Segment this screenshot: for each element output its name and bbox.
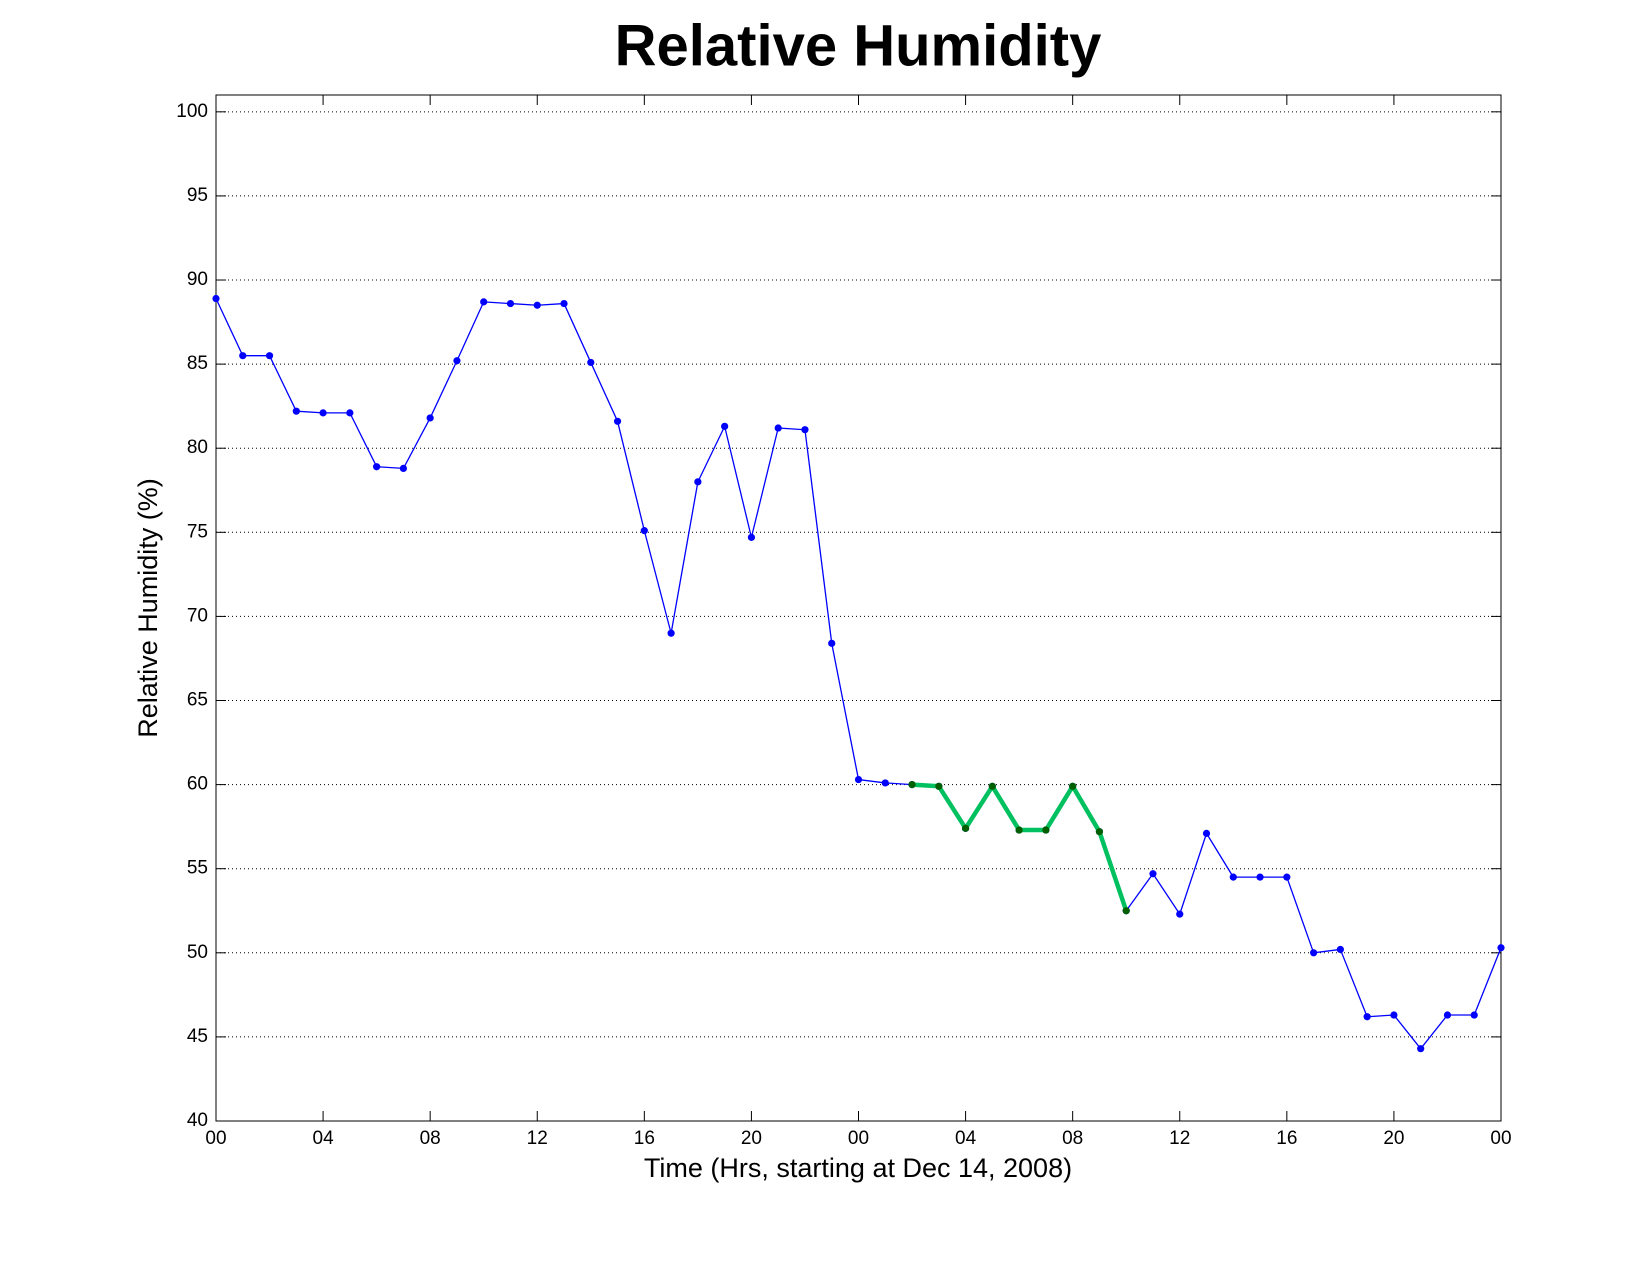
data-point [1176, 910, 1184, 918]
data-point [373, 463, 381, 471]
data-point [587, 358, 595, 367]
data-point [319, 409, 327, 417]
data-point [292, 407, 300, 415]
data-point [1229, 873, 1237, 881]
data-point [506, 299, 515, 308]
y-tick-label: 85 [187, 353, 208, 374]
data-point [828, 639, 836, 647]
data-point [1390, 1011, 1398, 1019]
y-tick-label: 55 [187, 858, 208, 879]
data-point [1122, 907, 1130, 915]
data-point [694, 478, 702, 486]
data-point [265, 352, 274, 360]
data-point [1069, 782, 1077, 790]
data-point [908, 781, 916, 789]
data-point [721, 422, 729, 430]
data-point [613, 417, 622, 425]
x-tick-label: 08 [1062, 1128, 1083, 1149]
x-tick-label: 20 [1383, 1128, 1404, 1149]
data-point [1095, 828, 1104, 836]
data-point [961, 824, 970, 832]
data-point [1417, 1045, 1425, 1053]
data-point [1202, 829, 1211, 837]
x-tick-label: 12 [527, 1128, 548, 1149]
series-line [911, 782, 1129, 912]
x-tick-label: 20 [741, 1128, 762, 1149]
data-point [212, 294, 220, 303]
data-point [667, 629, 675, 637]
y-tick-label: 80 [187, 437, 208, 458]
data-point [1149, 870, 1157, 878]
data-point [560, 299, 568, 308]
x-tick-label: 04 [955, 1128, 977, 1149]
x-axis-label: Time (Hrs, starting at Dec 14, 2008) [644, 1153, 1072, 1183]
data-point [1256, 873, 1264, 881]
data-point [1283, 873, 1291, 881]
data-point [239, 352, 247, 360]
y-tick-label: 40 [187, 1110, 208, 1131]
y-tick-label: 100 [176, 101, 208, 122]
data-point [1497, 944, 1505, 952]
data-point [1336, 945, 1344, 954]
data-point [854, 775, 863, 784]
data-point [1363, 1013, 1371, 1021]
data-point [533, 301, 541, 309]
y-tick-label: 50 [187, 942, 208, 963]
x-tick-label: 16 [1276, 1128, 1297, 1149]
y-axis-label: Relative Humidity (%) [133, 478, 163, 738]
data-point [1042, 826, 1050, 834]
data-point [881, 779, 889, 787]
plot-frame [215, 94, 1502, 1122]
x-tick-label: 00 [205, 1128, 226, 1149]
chart-title: Relative Humidity [615, 13, 1102, 78]
x-tick-label: 04 [313, 1128, 335, 1149]
x-tick-label: 16 [634, 1128, 655, 1149]
data-point [453, 357, 461, 365]
data-point [1310, 949, 1318, 957]
y-tick-label: 95 [187, 185, 208, 206]
data-point [1015, 826, 1023, 834]
data-point [1470, 1011, 1478, 1019]
data-point [747, 533, 756, 541]
data-point [988, 782, 996, 790]
y-tick-label: 90 [187, 269, 208, 290]
y-tick-label: 60 [187, 774, 208, 795]
x-tick-label: 12 [1169, 1128, 1190, 1149]
y-tick-label: 75 [187, 521, 208, 542]
data-point [426, 414, 434, 422]
data-point [480, 298, 488, 306]
y-tick-label: 70 [187, 605, 208, 626]
data-point [801, 426, 809, 434]
series-line [215, 298, 1502, 1050]
data-point [346, 409, 354, 417]
data-point [1443, 1011, 1452, 1019]
x-tick-label: 00 [848, 1128, 869, 1149]
y-tick-label: 65 [187, 690, 208, 711]
data-point [935, 782, 943, 790]
data-point [640, 527, 648, 535]
x-tick-label: 08 [420, 1128, 441, 1149]
y-tick-label: 45 [187, 1026, 208, 1047]
data-point [399, 464, 407, 472]
data-point [774, 424, 782, 432]
x-tick-label: 00 [1490, 1128, 1511, 1149]
